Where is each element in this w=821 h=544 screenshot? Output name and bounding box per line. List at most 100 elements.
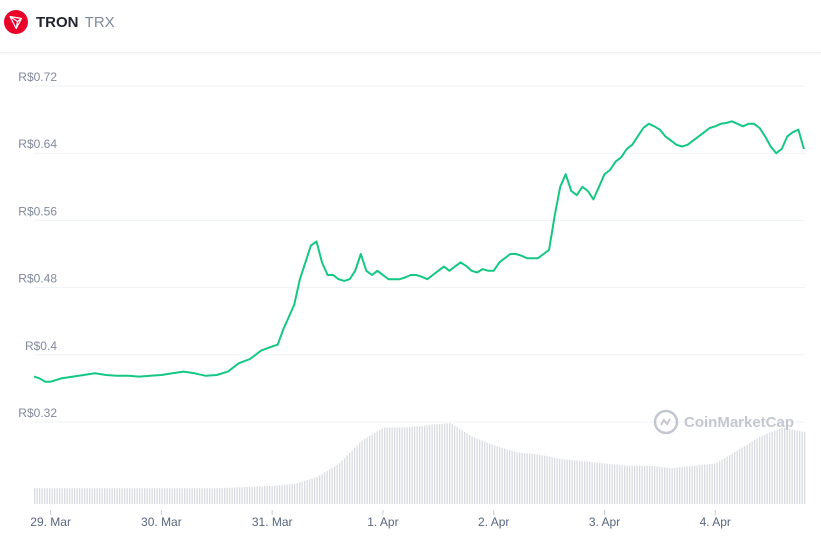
volume-bar bbox=[36, 488, 38, 504]
volume-bar bbox=[529, 453, 531, 504]
volume-bar bbox=[736, 450, 738, 504]
volume-bar bbox=[436, 424, 438, 504]
x-tick-label: 1. Apr bbox=[367, 515, 398, 529]
volume-bar bbox=[566, 459, 568, 504]
volume-bar bbox=[431, 424, 433, 504]
volume-bar bbox=[371, 434, 373, 504]
volume-bar bbox=[44, 488, 46, 504]
volume-bar bbox=[154, 488, 156, 504]
volume-bar bbox=[396, 427, 398, 504]
volume-bar bbox=[151, 488, 153, 504]
volume-bar bbox=[59, 488, 61, 504]
volume-bar bbox=[799, 431, 801, 504]
volume-bar bbox=[761, 435, 763, 504]
volume-bar bbox=[709, 464, 711, 504]
volume-bar bbox=[216, 488, 218, 504]
tron-logo-circle bbox=[4, 10, 28, 34]
coinmarketcap-logo-icon bbox=[653, 409, 679, 435]
volume-bar bbox=[64, 488, 66, 504]
volume-bar bbox=[741, 447, 743, 504]
volume-bar bbox=[631, 465, 633, 504]
volume-bar bbox=[794, 429, 796, 504]
y-tick-label: R$0.48 bbox=[18, 272, 57, 286]
volume-bar bbox=[119, 488, 121, 504]
volume-bar bbox=[641, 465, 643, 504]
coin-name: TRON bbox=[36, 14, 79, 31]
volume-bar bbox=[84, 488, 86, 504]
volume-bar bbox=[146, 488, 148, 504]
volume-bar bbox=[574, 460, 576, 504]
volume-bar bbox=[586, 461, 588, 504]
volume-bar bbox=[559, 458, 561, 504]
chart-header: TRON TRX bbox=[0, 0, 821, 53]
volume-bar bbox=[659, 466, 661, 504]
volume-bar bbox=[381, 428, 383, 504]
volume-bar bbox=[359, 442, 361, 504]
volume-bar bbox=[149, 488, 151, 504]
x-tick-label: 2. Apr bbox=[478, 515, 509, 529]
volume-bar bbox=[694, 465, 696, 504]
volume-bar bbox=[544, 455, 546, 504]
volume-bar bbox=[136, 488, 138, 504]
volume-bar bbox=[449, 423, 451, 504]
volume-bar bbox=[269, 486, 271, 504]
volume-bar bbox=[661, 467, 663, 504]
volume-bar bbox=[234, 487, 236, 504]
volume-bar bbox=[796, 430, 798, 504]
volume-bar bbox=[459, 428, 461, 504]
volume-bar bbox=[56, 488, 58, 504]
volume-bar bbox=[439, 424, 441, 504]
volume-bar bbox=[379, 429, 381, 504]
volume-bar bbox=[206, 488, 208, 504]
volume-bar bbox=[804, 432, 806, 504]
volume-bar bbox=[296, 483, 298, 504]
x-tick-label: 3. Apr bbox=[589, 515, 620, 529]
volume-bar bbox=[676, 467, 678, 504]
volume-bar bbox=[244, 487, 246, 504]
volume-bar bbox=[714, 463, 716, 504]
volume-bar bbox=[34, 488, 36, 504]
volume-bar bbox=[424, 425, 426, 504]
volume-bar bbox=[224, 487, 226, 504]
volume-bar bbox=[786, 428, 788, 504]
volume-bar bbox=[204, 488, 206, 504]
volume-bar bbox=[769, 432, 771, 504]
volume-bar bbox=[481, 440, 483, 504]
watermark-text: CoinMarketCap bbox=[684, 414, 794, 431]
volume-bar bbox=[739, 449, 741, 504]
y-tick-label: R$0.72 bbox=[18, 70, 57, 84]
volume-bar bbox=[279, 485, 281, 504]
volume-bar bbox=[521, 452, 523, 504]
volume-bar bbox=[461, 430, 463, 504]
volume-bar bbox=[519, 452, 521, 504]
price-line-group bbox=[33, 120, 805, 383]
volume-bar bbox=[126, 488, 128, 504]
volume-bar bbox=[691, 465, 693, 504]
volume-bar bbox=[511, 450, 513, 504]
volume-bar bbox=[669, 467, 671, 504]
volume-bar bbox=[561, 459, 563, 504]
volume-bar bbox=[656, 466, 658, 504]
volume-bar bbox=[209, 488, 211, 504]
volume-bar bbox=[751, 441, 753, 504]
volume-bar bbox=[409, 427, 411, 504]
volume-bar bbox=[121, 488, 123, 504]
volume-bar bbox=[664, 467, 666, 504]
volume-bar bbox=[129, 488, 131, 504]
volume-bar bbox=[221, 488, 223, 504]
volume-bar bbox=[619, 464, 621, 504]
volume-bar bbox=[536, 454, 538, 504]
volume-bar bbox=[306, 480, 308, 504]
volume-bar bbox=[366, 437, 368, 504]
volume-bar bbox=[469, 434, 471, 504]
volume-bar bbox=[311, 478, 313, 504]
volume-bar bbox=[174, 488, 176, 504]
volume-bar bbox=[426, 425, 428, 504]
volume-bar bbox=[629, 465, 631, 504]
volume-bar bbox=[704, 464, 706, 504]
volume-bar bbox=[754, 439, 756, 504]
volume-bar bbox=[226, 487, 228, 504]
volume-bar bbox=[309, 479, 311, 504]
volume-bar bbox=[711, 463, 713, 504]
volume-bar bbox=[766, 433, 768, 504]
